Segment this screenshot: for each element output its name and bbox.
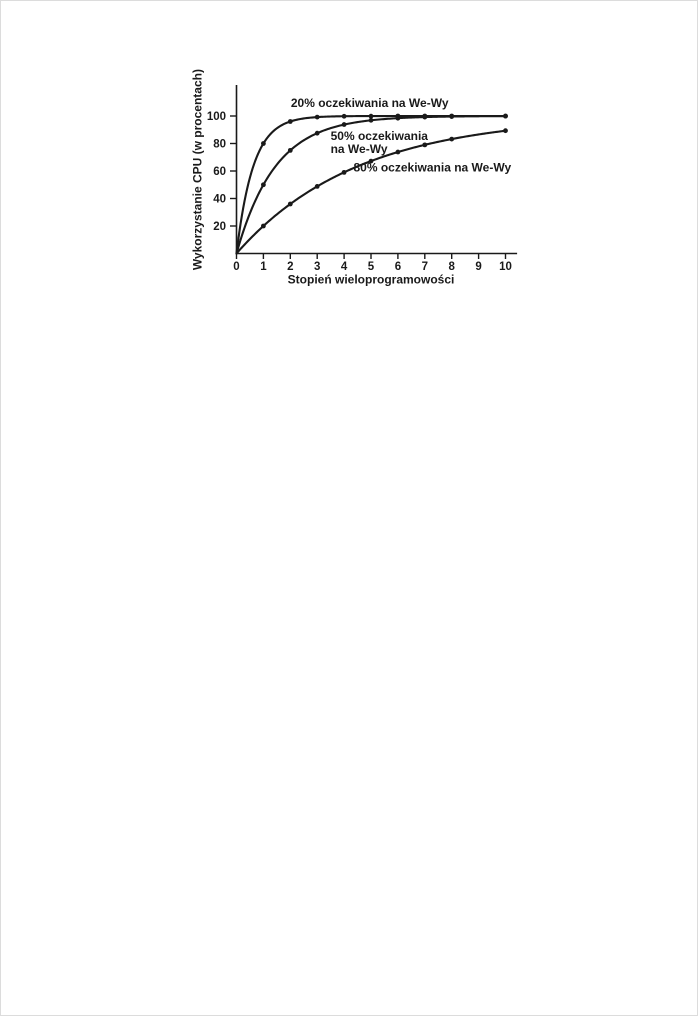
x-tick-label: 3 [314, 261, 320, 273]
data-point-50-io-wait-x3 [314, 130, 320, 136]
label-50-io-wait-line2: na We-Wy [331, 142, 388, 156]
data-point-50-io-wait-x4 [341, 122, 347, 127]
data-point-20-io-wait-x1 [261, 141, 266, 146]
data-point-80-io-wait-x5 [368, 158, 374, 164]
x-tick-label: 4 [341, 261, 348, 273]
data-point-50-io-wait-x2 [287, 147, 293, 153]
x-axis-title: Stopień wieloprogramowości [288, 273, 455, 287]
y-axis-title: Wykorzystanie CPU (w procentach) [191, 69, 205, 270]
data-point-80-io-wait-x2 [287, 201, 293, 207]
x-tick-label: 9 [475, 261, 481, 273]
data-point-80-io-wait-x3 [314, 184, 320, 189]
y-tick-label: 80 [213, 139, 226, 151]
x-tick-label: 5 [368, 261, 375, 273]
label-50-io-wait-line1: 50% oczekiwania [331, 129, 429, 143]
x-tick-label: 6 [395, 261, 401, 273]
data-point-80-io-wait-x6 [395, 149, 401, 155]
data-point-50-io-wait-x6 [395, 115, 401, 121]
data-point-20-io-wait-x4 [341, 113, 347, 119]
data-point-50-io-wait-x1 [261, 182, 266, 188]
x-tick-label: 7 [422, 261, 428, 273]
x-tick-label: 0 [233, 261, 239, 273]
y-tick-label: 40 [213, 194, 226, 206]
data-point-20-io-wait-x5 [368, 113, 374, 119]
data-point-50-io-wait-x10 [503, 113, 508, 119]
x-tick-label: 1 [260, 261, 267, 273]
data-point-50-io-wait-x5 [368, 117, 374, 123]
data-point-20-io-wait-x3 [314, 114, 320, 120]
data-point-50-io-wait-x8 [449, 114, 455, 119]
data-point-80-io-wait-x10 [503, 128, 508, 134]
data-point-80-io-wait-x7 [422, 142, 428, 148]
y-tick-label: 20 [213, 221, 226, 233]
data-point-80-io-wait-x1 [261, 223, 266, 229]
label-20-io-wait: 20% oczekiwania na We-Wy [291, 96, 449, 110]
x-tick-label: 10 [499, 261, 512, 273]
label-80-io-wait: 80% oczekiwania na We-Wy [354, 161, 512, 175]
data-point-50-io-wait-x7 [422, 114, 428, 120]
data-point-80-io-wait-x4 [341, 169, 347, 175]
data-point-80-io-wait-x8 [449, 136, 455, 142]
data-point-20-io-wait-x2 [287, 119, 293, 124]
x-tick-label: 2 [287, 261, 293, 273]
y-tick-label: 100 [207, 111, 226, 123]
y-tick-label: 60 [213, 166, 226, 178]
x-tick-label: 8 [448, 261, 455, 273]
